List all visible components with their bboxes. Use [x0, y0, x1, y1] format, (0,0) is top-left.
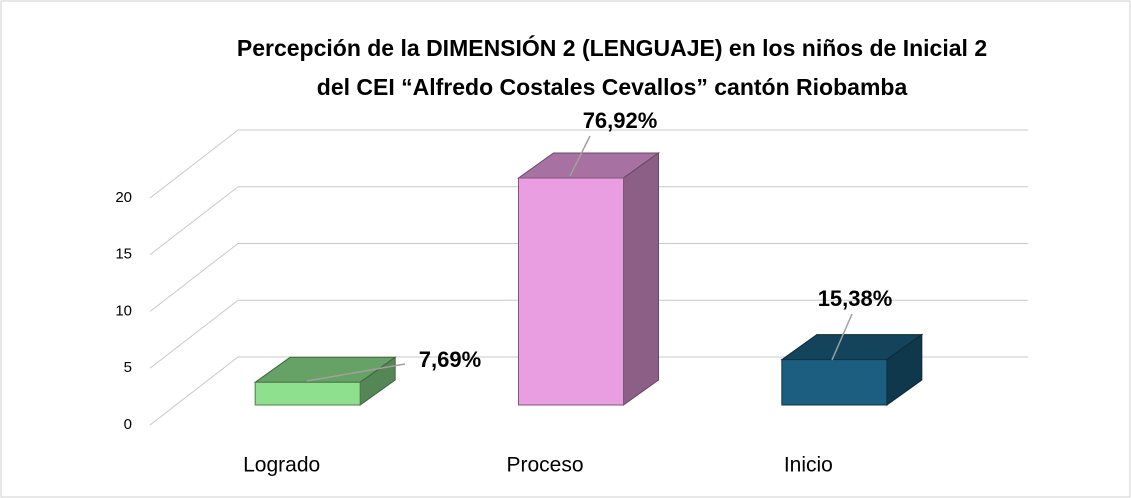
- y-tick-label: 15: [115, 246, 132, 263]
- leader-line: [569, 135, 591, 177]
- grid-line: [149, 356, 239, 426]
- grid-line: [149, 299, 239, 369]
- y-tick-label: 0: [124, 416, 132, 433]
- leader-line: [831, 313, 853, 361]
- grid-line: [149, 186, 239, 256]
- grid-line: [149, 129, 239, 199]
- bar-side: [623, 152, 659, 406]
- x-tick-label: Inicio: [784, 454, 833, 477]
- chart-title: Percepción de la DIMENSIÓN 2 (LENGUAJE) …: [237, 34, 987, 61]
- bar: [518, 177, 624, 406]
- x-tick-label: Logrado: [243, 454, 320, 477]
- y-tick-label: 5: [124, 359, 132, 376]
- grid-line: [149, 243, 239, 312]
- data-label: 15,38%: [818, 286, 893, 311]
- y-tick-label: 20: [115, 189, 132, 206]
- chart-title: del CEI “Alfredo Costales Cevallos” cant…: [317, 74, 908, 100]
- bar: [254, 381, 361, 406]
- y-tick-label: 10: [115, 302, 132, 319]
- data-label: 7,69%: [419, 347, 481, 372]
- bar: [781, 359, 888, 406]
- data-label: 76,92%: [583, 108, 658, 133]
- leader-line: [306, 363, 406, 382]
- x-tick-label: Proceso: [506, 454, 583, 477]
